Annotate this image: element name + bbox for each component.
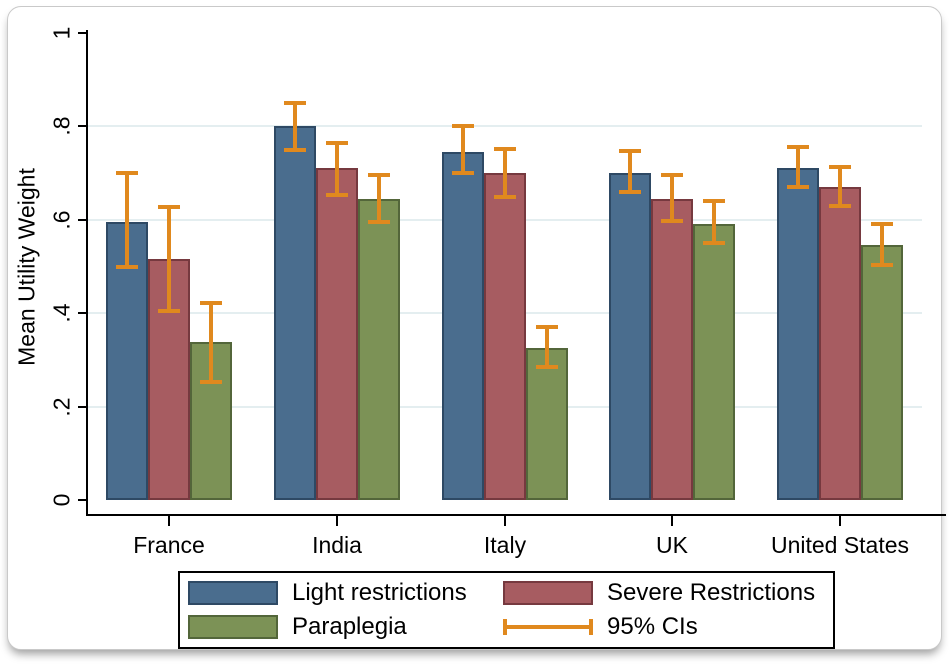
ci-cap-bottom-light-restrictions-india bbox=[284, 147, 306, 152]
ci-cap-top-severe-restrictions-india bbox=[326, 141, 348, 146]
ci-line-paraplegia-united-states bbox=[880, 224, 884, 266]
bar-paraplegia-united-states bbox=[861, 245, 903, 500]
bar-light-restrictions-united-states bbox=[777, 168, 819, 500]
ci-line-light-restrictions-italy bbox=[461, 126, 465, 174]
ci-line-severe-restrictions-uk bbox=[670, 174, 674, 222]
ci-cap-top-severe-restrictions-uk bbox=[661, 172, 683, 177]
ci-cap-bottom-severe-restrictions-india bbox=[326, 193, 348, 198]
y-tick-label-.4: .4 bbox=[48, 303, 75, 323]
ci-cap-top-light-restrictions-italy bbox=[452, 124, 474, 129]
x-axis-label-united-states: United States bbox=[770, 532, 910, 558]
legend-swatch-light-restrictions bbox=[188, 581, 278, 606]
ci-cap-top-paraplegia-india bbox=[368, 172, 390, 177]
bar-paraplegia-france bbox=[190, 342, 232, 500]
legend-label-paraplegia: Paraplegia bbox=[292, 612, 407, 640]
ci-line-light-restrictions-india bbox=[293, 103, 297, 150]
legend-label-95-cis: 95% CIs bbox=[607, 612, 698, 640]
bar-light-restrictions-india bbox=[274, 126, 316, 500]
ci-cap-bottom-light-restrictions-france bbox=[116, 264, 138, 269]
x-axis-label-france: France bbox=[133, 532, 205, 558]
y-tick-label-.8: .8 bbox=[48, 116, 75, 136]
y-tick-label-.2: .2 bbox=[48, 397, 75, 417]
ci-line-light-restrictions-united-states bbox=[796, 146, 800, 188]
ci-cap-bottom-paraplegia-india bbox=[368, 220, 390, 225]
ci-cap-top-paraplegia-united-states bbox=[871, 222, 893, 227]
confidence-interval-icon bbox=[503, 615, 593, 639]
ci-cap-bottom-severe-restrictions-italy bbox=[494, 194, 516, 199]
bar-paraplegia-italy bbox=[526, 348, 568, 500]
ci-cap-top-severe-restrictions-france bbox=[158, 204, 180, 209]
ci-cap-top-light-restrictions-france bbox=[116, 171, 138, 176]
ci-cap-top-light-restrictions-uk bbox=[619, 149, 641, 154]
y-tick-1 bbox=[78, 32, 86, 34]
ci-cap-bottom-severe-restrictions-uk bbox=[661, 219, 683, 224]
ci-cap-bottom-paraplegia-united-states bbox=[871, 263, 893, 268]
x-tick-france bbox=[168, 516, 170, 526]
y-tick-.6 bbox=[78, 218, 86, 221]
y-axis-line bbox=[86, 30, 88, 516]
ci-cap-top-severe-restrictions-italy bbox=[494, 146, 516, 151]
ci-line-severe-restrictions-united-states bbox=[838, 167, 842, 206]
bar-paraplegia-uk bbox=[693, 224, 735, 500]
bar-severe-restrictions-united-states bbox=[819, 187, 861, 500]
ci-cap-top-light-restrictions-india bbox=[284, 101, 306, 106]
bar-light-restrictions-uk bbox=[609, 173, 651, 500]
ci-cap-bottom-paraplegia-uk bbox=[703, 241, 725, 246]
ci-cap-bottom-severe-restrictions-united-states bbox=[829, 203, 851, 208]
y-axis-title: Mean Utility Weight bbox=[13, 168, 40, 366]
ci-line-paraplegia-uk bbox=[712, 201, 716, 244]
ci-cap-top-severe-restrictions-united-states bbox=[829, 165, 851, 170]
ci-cap-bottom-light-restrictions-uk bbox=[619, 189, 641, 194]
y-tick-0 bbox=[78, 499, 86, 501]
x-axis-label-uk: UK bbox=[656, 532, 688, 558]
ci-line-severe-restrictions-italy bbox=[503, 148, 507, 197]
ci-line bbox=[503, 624, 593, 629]
legend-swatch-severe-restrictions bbox=[503, 581, 593, 606]
ci-cap-top-paraplegia-italy bbox=[536, 325, 558, 330]
ci-line-paraplegia-italy bbox=[545, 327, 549, 367]
bar-severe-restrictions-india bbox=[316, 168, 358, 500]
ci-cap-bottom-paraplegia-italy bbox=[536, 364, 558, 369]
bar-paraplegia-india bbox=[358, 198, 400, 500]
y-tick-.2 bbox=[78, 405, 86, 408]
bar-light-restrictions-italy bbox=[442, 152, 484, 500]
x-tick-italy bbox=[504, 516, 506, 526]
x-axis-label-italy: Italy bbox=[483, 532, 527, 558]
ci-cap-top-light-restrictions-united-states bbox=[787, 144, 809, 149]
ci-line-severe-restrictions-france bbox=[167, 206, 171, 311]
ci-cap-bottom-light-restrictions-united-states bbox=[787, 185, 809, 190]
ci-line-severe-restrictions-india bbox=[335, 143, 339, 196]
ci-line-light-restrictions-uk bbox=[628, 151, 632, 192]
x-tick-india bbox=[336, 516, 338, 526]
y-tick-label-1: 1 bbox=[48, 26, 75, 40]
legend-label-severe-restrictions: Severe Restrictions bbox=[607, 579, 816, 607]
legend-label-light-restrictions: Light restrictions bbox=[292, 579, 467, 607]
ci-cap-bottom-severe-restrictions-france bbox=[158, 308, 180, 313]
y-tick-.8 bbox=[78, 125, 86, 128]
x-tick-united-states bbox=[839, 516, 841, 526]
ci-cap-bottom-paraplegia-france bbox=[200, 380, 222, 385]
x-axis-line bbox=[86, 514, 946, 516]
ci-cap-top-paraplegia-uk bbox=[703, 199, 725, 204]
gridline-0.8 bbox=[88, 125, 922, 128]
legend-swatch-paraplegia bbox=[188, 614, 278, 639]
ci-line-paraplegia-france bbox=[209, 302, 213, 383]
x-tick-uk bbox=[671, 516, 673, 526]
ci-line-light-restrictions-france bbox=[125, 173, 129, 267]
bar-severe-restrictions-italy bbox=[484, 173, 526, 500]
y-tick-.4 bbox=[78, 312, 86, 315]
legend: Light restrictions Severe Restrictions P… bbox=[178, 571, 835, 649]
bar-severe-restrictions-uk bbox=[651, 198, 693, 500]
ci-cap-top-paraplegia-france bbox=[200, 300, 222, 305]
y-tick-label-.6: .6 bbox=[48, 210, 75, 230]
y-tick-label-0: 0 bbox=[48, 493, 75, 507]
ci-line-paraplegia-india bbox=[377, 174, 381, 223]
ci-cap-bottom-light-restrictions-italy bbox=[452, 171, 474, 176]
x-axis-label-india: India bbox=[312, 532, 362, 558]
bar-severe-restrictions-france bbox=[148, 259, 190, 500]
